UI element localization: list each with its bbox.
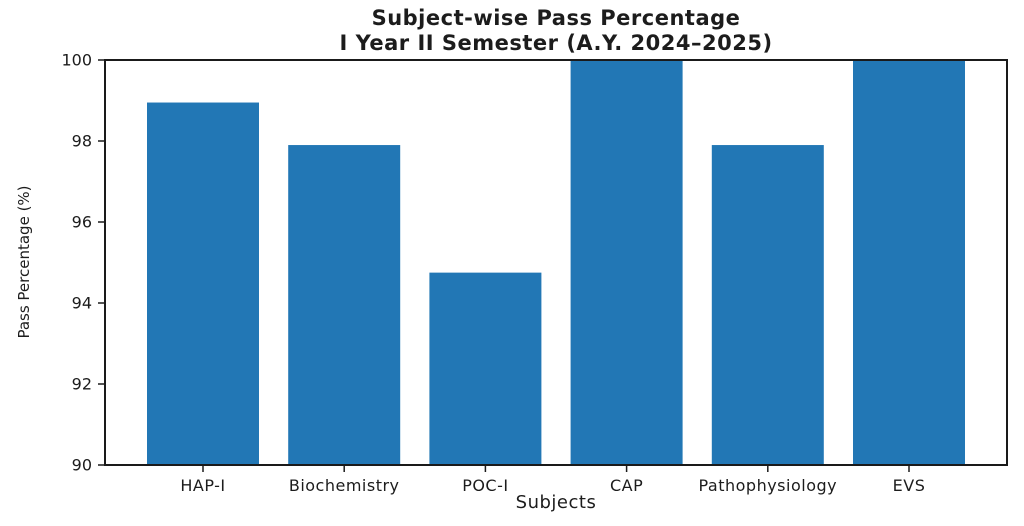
y-tick-label: 92 <box>72 375 92 394</box>
x-tick-label: CAP <box>610 476 643 495</box>
bar <box>288 145 401 466</box>
x-tick-label: Pathophysiology <box>698 476 837 495</box>
bar <box>711 145 824 466</box>
bar <box>570 60 683 465</box>
chart-title: Subject-wise Pass Percentage I Year II S… <box>105 6 1007 56</box>
bar <box>147 102 259 466</box>
x-tick-label: POC-I <box>462 476 508 495</box>
plot-border <box>104 59 1008 466</box>
x-tick-label: Biochemistry <box>289 476 400 495</box>
chart-title-line2: I Year II Semester (A.Y. 2024–2025) <box>339 31 773 55</box>
y-tick-label: 96 <box>72 213 92 232</box>
x-tick-label: HAP-I <box>180 476 225 495</box>
chart-title-line1: Subject-wise Pass Percentage <box>371 6 741 30</box>
x-axis-label: Subjects <box>515 492 597 513</box>
y-tick-label: 94 <box>72 294 92 313</box>
y-tick-label: 98 <box>72 132 92 151</box>
bar <box>853 60 965 465</box>
x-tick-label: EVS <box>893 476 926 495</box>
y-tick-label: 100 <box>61 51 92 70</box>
bar <box>429 272 542 465</box>
y-tick-label: 90 <box>72 456 92 475</box>
